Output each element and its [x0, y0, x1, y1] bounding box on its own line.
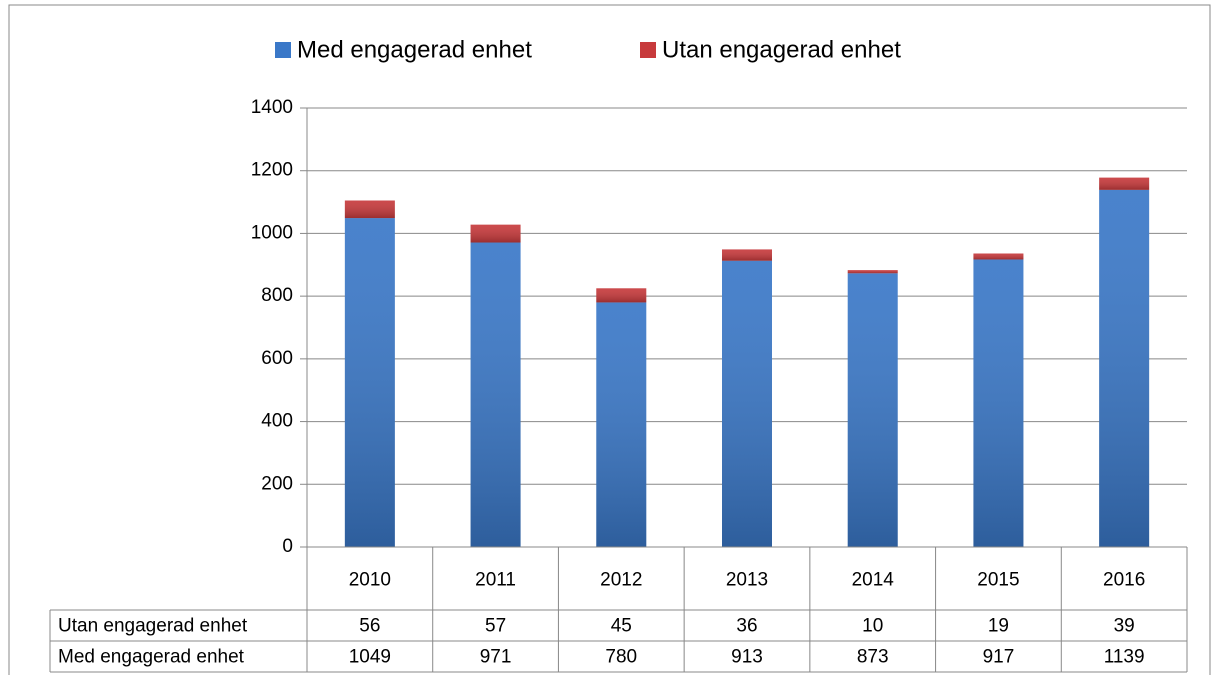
table-cell: 780 [605, 647, 637, 668]
y-tick-label: 400 [261, 411, 293, 432]
table-cell: 39 [1114, 616, 1135, 637]
y-tick-label: 1200 [251, 160, 293, 181]
y-tick-label: 1400 [251, 97, 293, 118]
bar-shade [596, 302, 647, 547]
bar-shade [722, 249, 772, 261]
table-cell: 1139 [1104, 647, 1145, 668]
x-tick-label: 2015 [977, 570, 1019, 591]
legend-swatch [640, 42, 656, 58]
table-cell: 56 [359, 616, 380, 637]
y-tick-label: 0 [282, 536, 293, 557]
legend-label: Utan engagerad enhet [662, 36, 901, 63]
x-tick-label: 2011 [475, 570, 516, 591]
legend-label: Med engagerad enhet [297, 36, 532, 63]
table-cell: 971 [480, 647, 512, 668]
table-cell: 19 [988, 616, 1009, 637]
table-cell: 57 [485, 616, 506, 637]
bar-shade [973, 259, 1024, 547]
legend: Med engagerad enhet Utan engagerad enhet [275, 36, 901, 63]
x-tick-label: 2014 [852, 570, 895, 591]
x-tick-label: 2012 [600, 570, 642, 591]
table-cell: 917 [983, 647, 1015, 668]
table-cell: 873 [857, 647, 889, 668]
table-cell: 45 [611, 616, 632, 637]
table-cell: 913 [731, 647, 763, 668]
table-row-label: Utan engagerad enhet [58, 616, 248, 637]
bar-shade [596, 288, 647, 303]
y-tick-label: 1000 [251, 222, 293, 243]
bar-shade [470, 224, 521, 243]
bar-shade [1099, 177, 1150, 190]
table-cell: 1049 [349, 647, 391, 668]
y-tick-label: 200 [261, 473, 293, 494]
bar-shade [847, 273, 898, 547]
bar-shade [344, 200, 395, 219]
bar-shade [973, 253, 1024, 260]
table-row-label: Med engagerad enhet [58, 647, 245, 668]
y-tick-label: 800 [261, 285, 293, 306]
bar-shade [344, 218, 395, 547]
table-cell: 10 [862, 616, 883, 637]
table-cell: 36 [736, 616, 757, 637]
x-tick-label: 2013 [726, 570, 768, 591]
bar-shade [722, 260, 772, 547]
bar-shade [1099, 189, 1150, 547]
x-tick-label: 2010 [349, 570, 391, 591]
bar-shade [847, 270, 898, 274]
y-tick-label: 600 [261, 348, 293, 369]
x-tick-label: 2016 [1103, 570, 1145, 591]
bar-shade [470, 242, 521, 547]
chart-border [8, 4, 1211, 675]
legend-swatch [275, 42, 291, 58]
